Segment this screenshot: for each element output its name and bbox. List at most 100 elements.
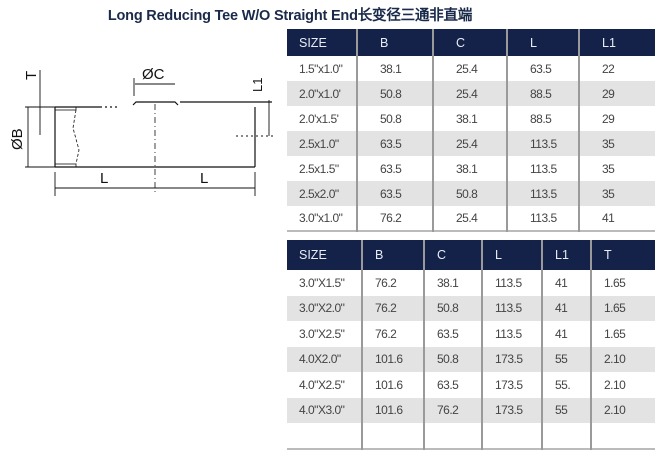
column-header: L1 bbox=[541, 240, 591, 270]
table-cell: 50.8 bbox=[423, 295, 482, 321]
table-cell: 38.1 bbox=[423, 270, 482, 296]
table-row: 3.0"X2.5" 76.2 63.5 113.5 41 1.65 bbox=[287, 321, 655, 347]
table-cell: 38.1 bbox=[432, 156, 507, 181]
table-cell: 173.5 bbox=[481, 346, 542, 372]
table-cell: 55 bbox=[541, 397, 591, 423]
table-cell: 63.5 bbox=[506, 56, 579, 81]
table-cell: 2.5x1.5" bbox=[299, 161, 339, 176]
table-cell: 113.5 bbox=[506, 206, 579, 231]
table-cell: 3.0"X1.5" bbox=[299, 275, 345, 290]
table-cell: 113.5 bbox=[481, 270, 542, 296]
table-cell bbox=[541, 423, 591, 449]
table-row: 2.5x1.0" 63.5 25.4 113.5 35 bbox=[287, 131, 655, 156]
table-cell: 173.5 bbox=[481, 372, 542, 398]
table-cell: 63.5 bbox=[423, 372, 482, 398]
page-title: Long Reducing Tee W/O Straight End长变径三通非… bbox=[107, 8, 473, 24]
column-header: C bbox=[423, 240, 482, 270]
header-row: SIZE B C L L1 bbox=[287, 29, 655, 56]
table-cell: 29 bbox=[578, 106, 655, 131]
table-cell: 22 bbox=[578, 56, 655, 81]
table-cell: 55 bbox=[541, 346, 591, 372]
table-cell: 41 bbox=[541, 270, 591, 296]
label-l1: L1 bbox=[250, 78, 265, 92]
table-cell: 63.5 bbox=[356, 156, 433, 181]
table-cell: 88.5 bbox=[506, 106, 579, 131]
table-cell: 25.4 bbox=[432, 131, 507, 156]
table-cell: 4.0"X2.5" bbox=[299, 377, 345, 392]
table-cell: 76.2 bbox=[361, 321, 424, 347]
column-header: T bbox=[590, 240, 655, 270]
table-row: 4.0"X2.5" 101.6 63.5 173.5 55. 2.10 bbox=[287, 372, 655, 398]
tee-drawing: T ØB ØC L1 L L bbox=[9, 66, 275, 196]
dimensions-table-2: SIZE B C L L1 T 3.0"X1.5" 76.2 38.1 113.5 41 1.65 3.… bbox=[287, 240, 655, 450]
label-t: T bbox=[23, 71, 40, 80]
table-cell: 101.6 bbox=[361, 346, 424, 372]
table-cell: 2.0"x1.0' bbox=[287, 81, 357, 106]
table-cell: 113.5 bbox=[506, 156, 579, 181]
table-cell: 4.0"X3.0" bbox=[287, 397, 362, 423]
label-l-left: L bbox=[100, 170, 108, 187]
table-cell: 35 bbox=[578, 156, 655, 181]
table-cell: 50.8 bbox=[423, 346, 482, 372]
table-cell: 101.6 bbox=[361, 372, 424, 398]
table-cell: 1.65 bbox=[590, 270, 655, 296]
table-cell: 50.8 bbox=[432, 181, 507, 206]
table-row: 1.5"x1.0" 38.1 25.4 63.5 22 bbox=[287, 56, 655, 81]
pipe-outline bbox=[54, 101, 272, 194]
table-row: 3.0"x1.0" 76.2 25.4 113.5 41 bbox=[287, 206, 655, 231]
label-c: ØC bbox=[142, 66, 165, 83]
table-cell: 2.10 bbox=[590, 397, 655, 423]
table-cell: 41 bbox=[541, 321, 591, 347]
table-row: 2.0'x1.5' 50.8 38.1 88.5 29 bbox=[287, 106, 655, 131]
table-cell: 35 bbox=[578, 131, 655, 156]
dimensions-table-1: SIZE B C L L1 1.5"x1.0" 38.1 25.4 63.5 22 2.0"x1.0… bbox=[287, 29, 655, 232]
table-cell: 38.1 bbox=[432, 106, 507, 131]
table-row: 2.0"x1.0' 50.8 25.4 88.5 29 bbox=[287, 81, 655, 106]
table-cell: 63.5 bbox=[356, 131, 433, 156]
table-cell bbox=[590, 423, 655, 449]
table-cell: 2.10 bbox=[590, 346, 655, 372]
table-cell: 3.0"X2.5" bbox=[299, 326, 345, 341]
table-cell: 76.2 bbox=[356, 206, 433, 231]
table-cell: 4.0X2.0" bbox=[287, 346, 362, 372]
table-cell: 63.5 bbox=[423, 321, 482, 347]
table-cell: 63.5 bbox=[356, 181, 433, 206]
table-row: 4.0"X3.0" 101.6 76.2 173.5 55 2.10 bbox=[287, 397, 655, 423]
column-header: SIZE bbox=[287, 29, 357, 56]
table-cell: 1.5"x1.0" bbox=[299, 61, 343, 76]
table-cell: 50.8 bbox=[356, 81, 433, 106]
table-row: 2.5x2.0" 63.5 50.8 113.5 35 bbox=[287, 181, 655, 206]
column-header: L bbox=[481, 240, 542, 270]
table-cell bbox=[361, 423, 424, 449]
header-row: SIZE B C L L1 T bbox=[287, 240, 655, 270]
table-cell: 29 bbox=[578, 81, 655, 106]
column-header: C bbox=[432, 29, 507, 56]
table-cell: 113.5 bbox=[481, 321, 542, 347]
table-cell: 113.5 bbox=[506, 181, 579, 206]
table-row: 2.5x1.5" 63.5 38.1 113.5 35 bbox=[287, 156, 655, 181]
table-cell: 3.0"X2.0" bbox=[287, 295, 362, 321]
table-cell: 76.2 bbox=[361, 270, 424, 296]
table-row: 3.0"X1.5" 76.2 38.1 113.5 41 1.65 bbox=[287, 270, 655, 296]
table-cell: 41 bbox=[541, 295, 591, 321]
dimension-lines bbox=[25, 70, 275, 196]
table-cell: 1.65 bbox=[590, 321, 655, 347]
column-header: B bbox=[356, 29, 433, 56]
table-row: 3.0"X2.0" 76.2 50.8 113.5 41 1.65 bbox=[287, 295, 655, 321]
table-cell: 35 bbox=[578, 181, 655, 206]
table-cell: 41 bbox=[578, 206, 655, 231]
column-header: SIZE bbox=[287, 240, 362, 270]
table-cell: 2.10 bbox=[590, 372, 655, 398]
table-cell: 113.5 bbox=[481, 295, 542, 321]
table-cell: 76.2 bbox=[423, 397, 482, 423]
table-cell: 173.5 bbox=[481, 397, 542, 423]
table-cell: 1.65 bbox=[590, 295, 655, 321]
table-row: 4.0X2.0" 101.6 50.8 173.5 55 2.10 bbox=[287, 346, 655, 372]
label-b: ØB bbox=[9, 128, 26, 150]
column-header: L1 bbox=[578, 29, 655, 56]
table-cell: 55. bbox=[541, 372, 591, 398]
table-cell: 50.8 bbox=[356, 106, 433, 131]
table-cell: 38.1 bbox=[356, 56, 433, 81]
table-cell: 25.4 bbox=[432, 206, 507, 231]
table-cell bbox=[287, 423, 362, 449]
